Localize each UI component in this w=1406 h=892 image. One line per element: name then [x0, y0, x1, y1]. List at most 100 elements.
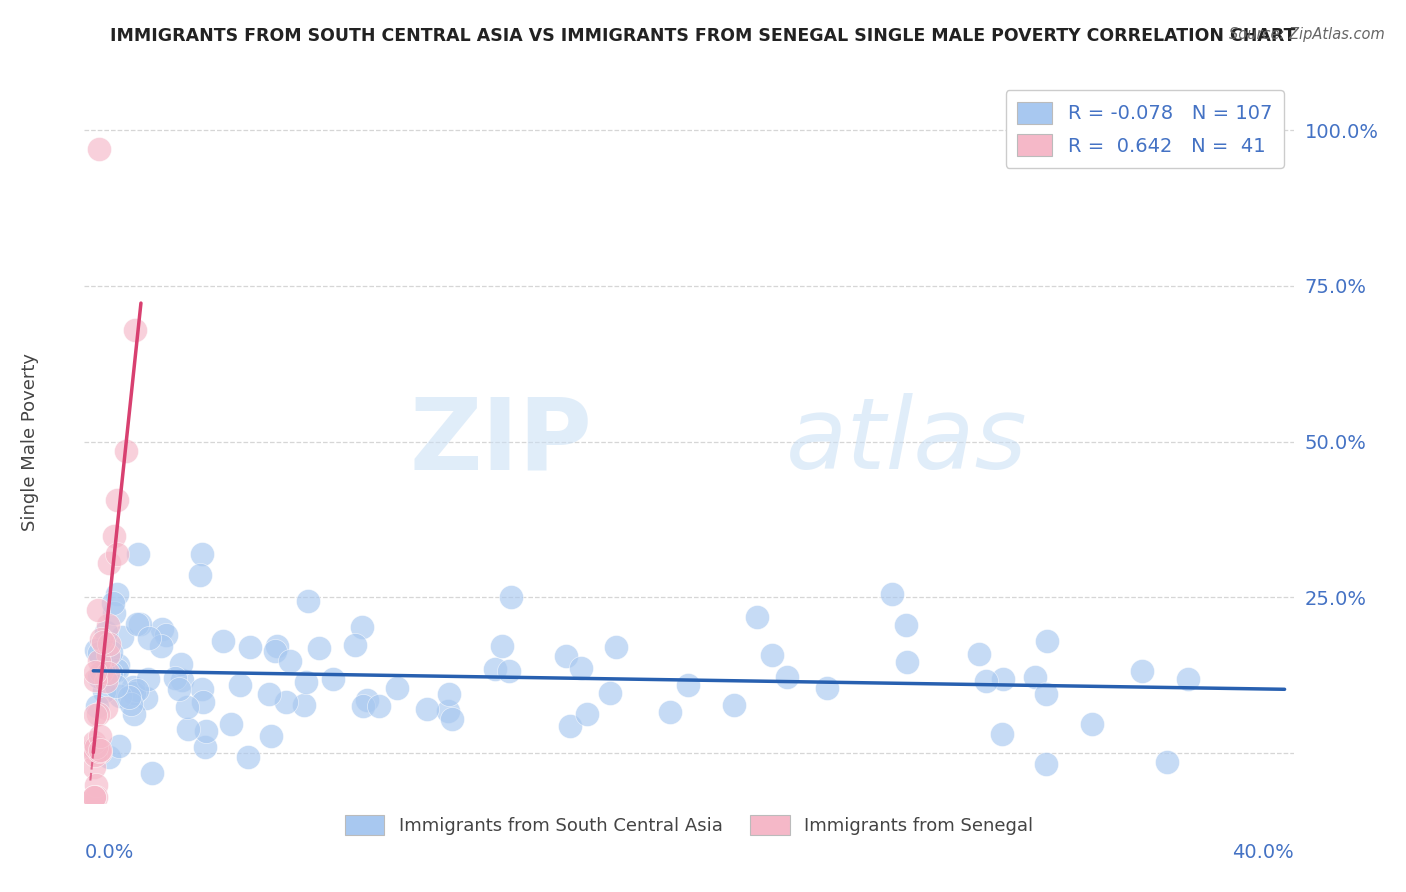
Point [761, 648, 783, 662]
Point [991, 727, 1014, 741]
Point [308, 641, 330, 656]
Point [170, 657, 193, 672]
Point [86, 746, 108, 760]
Point [84, 789, 107, 804]
Point [260, 729, 283, 743]
Point [278, 654, 301, 668]
Point [350, 620, 373, 634]
Point [91, 663, 114, 677]
Point [322, 673, 344, 687]
Point [163, 671, 186, 685]
Point [115, 444, 138, 458]
Text: Source: ZipAtlas.com: Source: ZipAtlas.com [1229, 27, 1385, 42]
Point [84, 739, 107, 754]
Point [776, 670, 799, 684]
Text: Single Male Poverty: Single Male Poverty [21, 352, 39, 531]
Point [385, 681, 408, 696]
Point [440, 712, 463, 726]
Point [87, 646, 110, 660]
Point [169, 681, 191, 696]
Point [87, 142, 110, 156]
Point [211, 634, 233, 648]
Point [188, 567, 211, 582]
Point [439, 687, 461, 701]
Point [90, 650, 112, 665]
Point [149, 639, 172, 653]
Point [967, 647, 990, 661]
Point [121, 681, 143, 695]
Point [83, 789, 105, 804]
Point [352, 699, 374, 714]
Point [83, 741, 105, 756]
Point [723, 698, 745, 713]
Point [138, 632, 160, 646]
Point [100, 666, 122, 681]
Point [292, 698, 315, 712]
Point [83, 740, 105, 755]
Point [368, 698, 391, 713]
Text: ZIP: ZIP [409, 393, 592, 490]
Point [124, 707, 146, 722]
Point [499, 590, 522, 604]
Point [107, 663, 129, 677]
Point [498, 664, 520, 678]
Point [108, 739, 131, 753]
Point [90, 665, 112, 679]
Point [108, 689, 131, 703]
Point [127, 547, 149, 561]
Point [576, 707, 599, 722]
Point [89, 654, 111, 668]
Point [93, 684, 115, 698]
Point [83, 789, 105, 804]
Point [491, 640, 513, 654]
Point [86, 745, 108, 759]
Point [103, 529, 125, 543]
Point [84, 708, 107, 723]
Point [84, 748, 107, 763]
Point [297, 593, 319, 607]
Point [89, 665, 111, 680]
Point [1035, 687, 1057, 701]
Point [97, 618, 120, 632]
Point [176, 700, 198, 714]
Point [170, 673, 193, 687]
Point [135, 691, 157, 706]
Text: IMMIGRANTS FROM SOUTH CENTRAL ASIA VS IMMIGRANTS FROM SENEGAL SINGLE MALE POVERT: IMMIGRANTS FROM SOUTH CENTRAL ASIA VS IM… [110, 27, 1296, 45]
Point [605, 640, 627, 654]
Point [94, 674, 117, 689]
Point [436, 704, 458, 718]
Point [89, 745, 111, 759]
Point [1035, 756, 1057, 771]
Point [155, 628, 177, 642]
Point [87, 670, 110, 684]
Point [125, 683, 148, 698]
Legend: Immigrants from South Central Asia, Immigrants from Senegal: Immigrants from South Central Asia, Immi… [336, 806, 1042, 845]
Point [484, 662, 506, 676]
Point [89, 729, 111, 743]
Point [118, 690, 141, 705]
Point [569, 661, 592, 675]
Point [676, 677, 699, 691]
Point [276, 695, 298, 709]
Point [295, 675, 318, 690]
Point [880, 587, 903, 601]
Point [555, 648, 578, 663]
Point [229, 678, 252, 692]
Point [1024, 670, 1046, 684]
Point [87, 603, 110, 617]
Point [558, 719, 581, 733]
Point [83, 673, 105, 687]
Point [176, 723, 198, 737]
Point [894, 618, 917, 632]
Point [195, 723, 218, 738]
Point [219, 717, 242, 731]
Point [94, 625, 117, 640]
Point [343, 638, 366, 652]
Point [87, 743, 110, 757]
Point [815, 681, 838, 695]
Text: atlas: atlas [786, 393, 1028, 490]
Point [105, 587, 128, 601]
Point [194, 740, 217, 755]
Point [86, 699, 108, 714]
Point [83, 760, 105, 774]
